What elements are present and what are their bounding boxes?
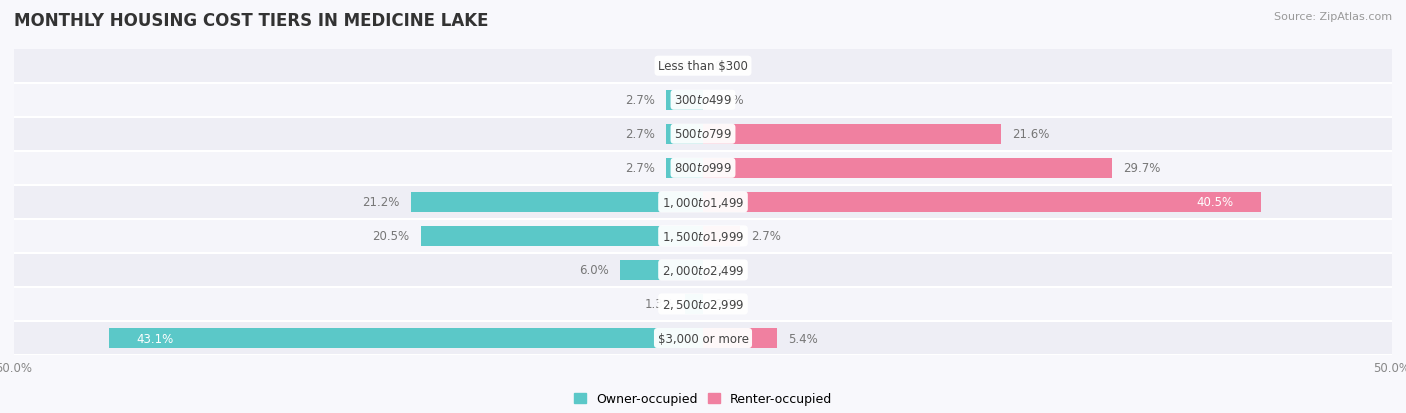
- Legend: Owner-occupied, Renter-occupied: Owner-occupied, Renter-occupied: [568, 387, 838, 410]
- Text: $2,500 to $2,999: $2,500 to $2,999: [662, 297, 744, 311]
- Text: 1.3%: 1.3%: [644, 298, 673, 311]
- Text: 0.0%: 0.0%: [714, 264, 744, 277]
- Text: $800 to $999: $800 to $999: [673, 162, 733, 175]
- Bar: [703, 328, 778, 349]
- Bar: [14, 50, 1392, 83]
- Text: 21.6%: 21.6%: [1012, 128, 1049, 141]
- Bar: [14, 117, 1392, 152]
- Text: 43.1%: 43.1%: [136, 332, 174, 345]
- Bar: [14, 152, 1392, 185]
- Text: Source: ZipAtlas.com: Source: ZipAtlas.com: [1274, 12, 1392, 22]
- Text: 5.4%: 5.4%: [789, 332, 818, 345]
- Text: 29.7%: 29.7%: [1123, 162, 1160, 175]
- Text: 2.7%: 2.7%: [624, 94, 655, 107]
- Bar: [703, 124, 1001, 145]
- Bar: [14, 83, 1392, 117]
- Bar: [666, 158, 703, 178]
- Text: 21.2%: 21.2%: [363, 196, 399, 209]
- Text: 40.5%: 40.5%: [1197, 196, 1233, 209]
- Text: $2,000 to $2,499: $2,000 to $2,499: [662, 263, 744, 277]
- Text: 2.7%: 2.7%: [624, 128, 655, 141]
- Text: $500 to $799: $500 to $799: [673, 128, 733, 141]
- Bar: [14, 253, 1392, 287]
- Bar: [14, 219, 1392, 253]
- Bar: [703, 226, 740, 247]
- Text: 0.0%: 0.0%: [714, 94, 744, 107]
- Bar: [420, 226, 703, 247]
- Bar: [703, 158, 1112, 178]
- Text: 6.0%: 6.0%: [579, 264, 609, 277]
- Text: $1,500 to $1,999: $1,500 to $1,999: [662, 229, 744, 243]
- Text: 2.7%: 2.7%: [751, 230, 782, 243]
- Bar: [666, 90, 703, 111]
- Bar: [110, 328, 703, 349]
- Bar: [14, 287, 1392, 321]
- Text: 20.5%: 20.5%: [373, 230, 409, 243]
- Text: Less than $300: Less than $300: [658, 60, 748, 73]
- Text: 2.7%: 2.7%: [624, 162, 655, 175]
- Text: 0.0%: 0.0%: [714, 60, 744, 73]
- Bar: [14, 321, 1392, 355]
- Text: $300 to $499: $300 to $499: [673, 94, 733, 107]
- Bar: [411, 192, 703, 213]
- Text: 0.0%: 0.0%: [662, 60, 692, 73]
- Bar: [14, 185, 1392, 219]
- Text: $3,000 or more: $3,000 or more: [658, 332, 748, 345]
- Text: 0.0%: 0.0%: [714, 298, 744, 311]
- Bar: [703, 192, 1261, 213]
- Bar: [685, 294, 703, 314]
- Text: MONTHLY HOUSING COST TIERS IN MEDICINE LAKE: MONTHLY HOUSING COST TIERS IN MEDICINE L…: [14, 12, 488, 30]
- Bar: [666, 124, 703, 145]
- Text: $1,000 to $1,499: $1,000 to $1,499: [662, 195, 744, 209]
- Bar: [620, 260, 703, 280]
